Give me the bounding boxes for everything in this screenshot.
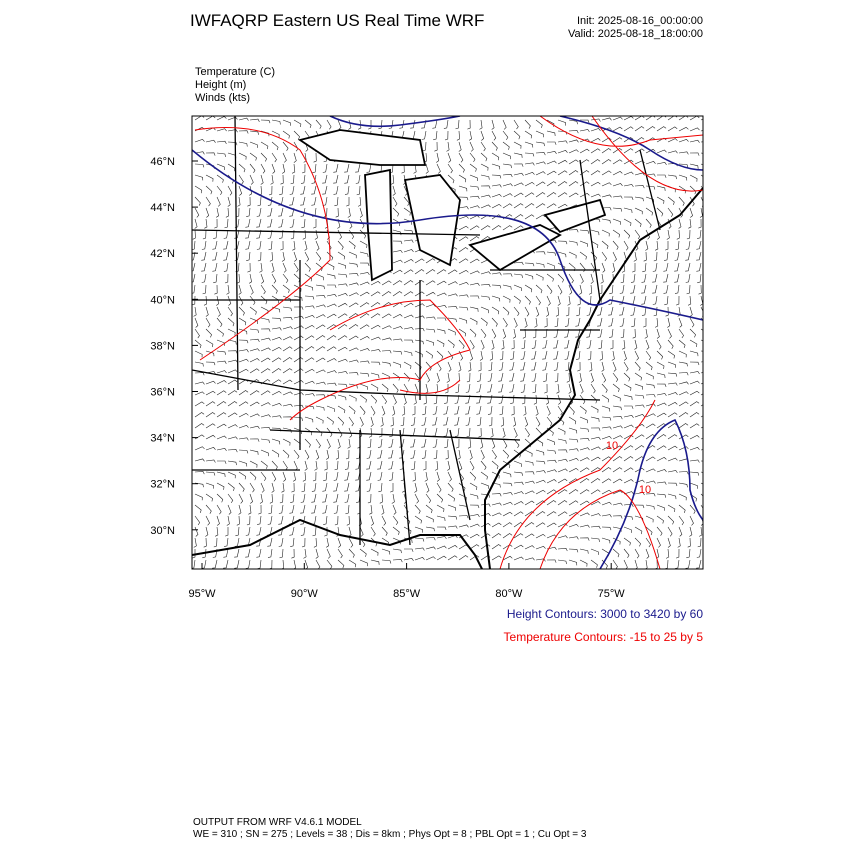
title: IWFAQRP Eastern US Real Time WRF: [190, 11, 484, 30]
lat-label: 30°N: [150, 525, 175, 537]
footer-line: OUTPUT FROM WRF V4.6.1 MODEL: [193, 817, 362, 828]
lat-label: 44°N: [150, 202, 175, 214]
map-frame: [191, 115, 704, 570]
init-time: Init: 2025-08-16_00:00:00: [577, 15, 703, 27]
field-label: Temperature (C): [195, 66, 275, 78]
lon-label: 85°W: [393, 588, 421, 600]
valid-time: Valid: 2025-08-18_18:00:00: [568, 28, 703, 40]
lat-label: 42°N: [150, 248, 175, 260]
height-contours: [192, 116, 703, 569]
temperature-legend: Temperature Contours: -15 to 25 by 5: [504, 630, 704, 644]
lat-label: 36°N: [150, 387, 175, 399]
lat-label: 32°N: [150, 479, 175, 491]
lon-label: 90°W: [291, 588, 319, 600]
field-label: Winds (kts): [195, 92, 250, 104]
field-label: Height (m): [195, 79, 246, 91]
contour-label: 10: [639, 484, 651, 496]
footer-line: WE = 310 ; SN = 275 ; Levels = 38 ; Dis …: [193, 829, 587, 840]
state-borders: [192, 116, 661, 546]
lat-label: 40°N: [150, 294, 175, 306]
lon-label: 75°W: [598, 588, 626, 600]
contour-label: 10: [606, 440, 618, 452]
lon-label: 80°W: [495, 588, 523, 600]
coastline: [192, 187, 703, 569]
temperature-contours: [194, 116, 703, 569]
map: 10 10: [192, 116, 703, 569]
lon-label: 95°W: [188, 588, 216, 600]
map-ticks: 46°N 44°N 42°N 40°N 38°N 36°N 34°N 32°N 30°N 95°W…: [150, 156, 625, 600]
great-lakes: [297, 129, 607, 282]
height-legend: Height Contours: 3000 to 3420 by 60: [507, 607, 703, 621]
lat-label: 46°N: [150, 156, 175, 168]
lat-label: 38°N: [150, 340, 175, 352]
wind-barbs: [192, 116, 703, 569]
lat-label: 34°N: [150, 433, 175, 445]
